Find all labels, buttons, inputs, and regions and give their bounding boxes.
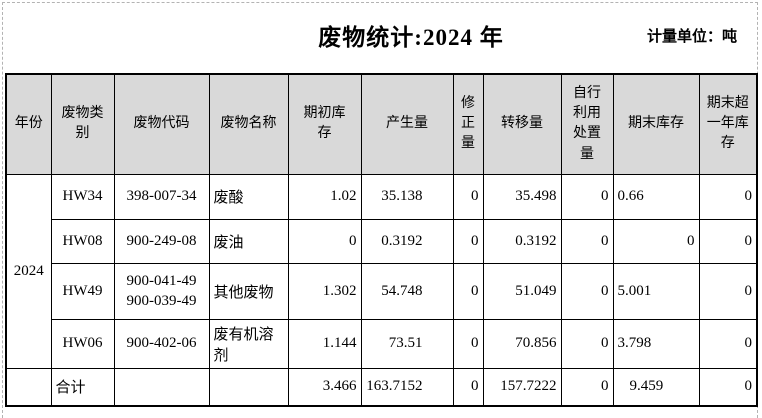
cell-total-produced[interactable]: 163.7152 (360, 367, 454, 407)
cell-code[interactable]: 900-041-49 900-039-49 (113, 262, 210, 320)
total-row: 合计 3.466 163.7152 0 157.7222 0 9.459 0 (5, 367, 758, 407)
cell-category[interactable]: HW08 (50, 218, 115, 264)
cell-produced[interactable]: 73.51 (360, 318, 454, 369)
cell-produced[interactable]: 0.3192 (360, 218, 454, 264)
cell-begin[interactable]: 1.302 (287, 262, 362, 320)
cell-category[interactable]: HW34 (50, 173, 115, 220)
cell-end[interactable]: 0 (612, 218, 700, 264)
cell-category[interactable]: HW06 (50, 318, 115, 369)
cell-end[interactable]: 5.001 (612, 262, 700, 320)
header-self-disposed-amount[interactable]: 自行 利用 处置 量 (560, 73, 614, 175)
cell-end[interactable]: 0.66 (612, 173, 700, 220)
cell-transferred[interactable]: 35.498 (482, 173, 562, 220)
cell-name[interactable]: 废油 (208, 218, 289, 264)
cell-total-over-year[interactable]: 0 (698, 367, 758, 407)
cell-code[interactable]: 900-249-08 (113, 218, 210, 264)
cell-corrected[interactable]: 0 (452, 173, 484, 220)
cell-code[interactable]: 398-007-34 (113, 173, 210, 220)
header-row: 年份 废物类 别 废物代码 废物名称 期初库 存 产生量 修 正 量 转移量 自… (5, 73, 758, 175)
cell-code-empty[interactable] (113, 367, 210, 407)
cell-end[interactable]: 3.798 (612, 318, 700, 369)
cell-total-corrected[interactable]: 0 (452, 367, 484, 407)
header-year[interactable]: 年份 (5, 73, 52, 175)
cell-total-transferred[interactable]: 157.7222 (482, 367, 562, 407)
cell-code[interactable]: 900-402-06 (113, 318, 210, 369)
waste-statistics-table: 年份 废物类 别 废物代码 废物名称 期初库 存 产生量 修 正 量 转移量 自… (5, 73, 758, 407)
cell-corrected[interactable]: 0 (452, 318, 484, 369)
header-over-one-year-inventory[interactable]: 期末超 一年库 存 (698, 73, 758, 175)
header-ending-inventory[interactable]: 期末库存 (612, 73, 700, 175)
cell-transferred[interactable]: 51.049 (482, 262, 562, 320)
measurement-unit-label: 计量单位：吨 (646, 29, 737, 45)
cell-self-disposed[interactable]: 0 (560, 262, 614, 320)
title-bar: 废物统计:2024 年 计量单位：吨 (0, 0, 762, 73)
cell-name[interactable]: 其他废物 (208, 262, 289, 320)
cell-transferred[interactable]: 70.856 (482, 318, 562, 369)
header-waste-name[interactable]: 废物名称 (208, 73, 289, 175)
cell-over-year[interactable]: 0 (698, 173, 758, 220)
cell-name-empty[interactable] (208, 367, 289, 407)
header-correction-amount[interactable]: 修 正 量 (452, 73, 484, 175)
cell-total-end[interactable]: 9.459 (612, 367, 700, 407)
cell-name[interactable]: 废有机溶剂 (208, 318, 289, 369)
header-waste-category[interactable]: 废物类 别 (50, 73, 115, 175)
cell-over-year[interactable]: 0 (698, 262, 758, 320)
cell-transferred[interactable]: 0.3192 (482, 218, 562, 264)
header-beginning-inventory[interactable]: 期初库 存 (287, 73, 362, 175)
cell-begin[interactable]: 1.02 (287, 173, 362, 220)
cell-name[interactable]: 废酸 (208, 173, 289, 220)
header-produced-amount[interactable]: 产生量 (360, 73, 454, 175)
cell-begin[interactable]: 0 (287, 218, 362, 264)
cell-produced[interactable]: 54.748 (360, 262, 454, 320)
table-row: HW49 900-041-49 900-039-49 其他废物 1.302 54… (6, 262, 758, 320)
cell-self-disposed[interactable]: 0 (560, 318, 614, 369)
cell-corrected[interactable]: 0 (452, 262, 484, 320)
cell-corrected[interactable]: 0 (452, 218, 484, 264)
cell-self-disposed[interactable]: 0 (560, 173, 614, 220)
cell-produced[interactable]: 35.138 (360, 173, 454, 220)
cell-total-label[interactable]: 合计 (50, 367, 115, 407)
cell-over-year[interactable]: 0 (698, 318, 758, 369)
page-title: 废物统计:2024 年 (318, 25, 504, 50)
cell-total-self-disposed[interactable]: 0 (560, 367, 614, 407)
header-transferred-amount[interactable]: 转移量 (482, 73, 562, 175)
table-row: HW06 900-402-06 废有机溶剂 1.144 73.51 0 70.8… (6, 318, 758, 369)
cell-year-empty[interactable] (5, 367, 52, 407)
cell-year[interactable]: 2024 (5, 173, 52, 369)
table-row: HW08 900-249-08 废油 0 0.3192 0 0.3192 0 0… (6, 218, 758, 264)
header-waste-code[interactable]: 废物代码 (113, 73, 210, 175)
cell-self-disposed[interactable]: 0 (560, 218, 614, 264)
cell-over-year[interactable]: 0 (698, 218, 758, 264)
cell-category[interactable]: HW49 (50, 262, 115, 320)
cell-total-begin[interactable]: 3.466 (287, 367, 362, 407)
cell-begin[interactable]: 1.144 (287, 318, 362, 369)
table-row: 2024 HW34 398-007-34 废酸 1.02 35.138 0 35… (5, 173, 758, 369)
